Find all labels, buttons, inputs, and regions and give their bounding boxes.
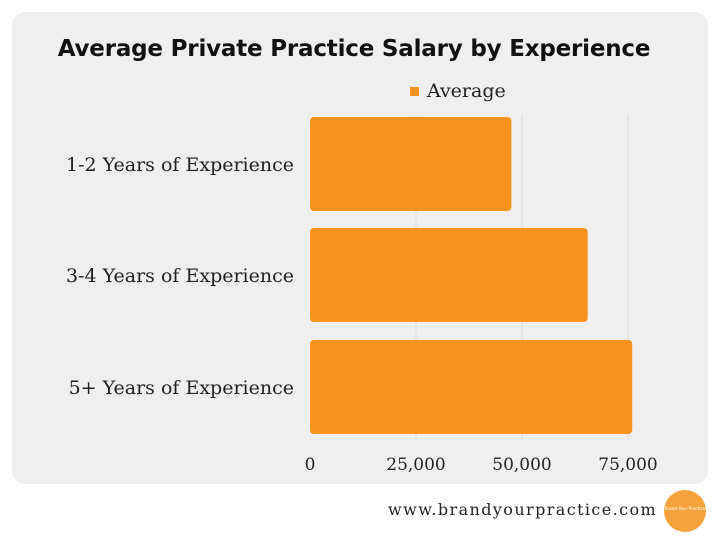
x-tick-label: 50,000 (492, 455, 551, 475)
brand-logo-text: Brand Your Practice (665, 506, 706, 511)
legend-swatch (410, 86, 419, 96)
x-tick-label: 0 (305, 455, 316, 475)
category-label: 5+ Years of Experience (69, 377, 294, 399)
category-label: 1-2 Years of Experience (66, 154, 294, 176)
category-label: 3-4 Years of Experience (66, 265, 294, 287)
brand-logo: Brand Your Practice (664, 490, 706, 532)
x-tick-label: 75,000 (598, 455, 657, 475)
bar-3 (310, 340, 633, 434)
chart-title: Average Private Practice Salary by Exper… (57, 36, 651, 62)
chart-legend: Average (410, 80, 506, 102)
chart-bars (310, 117, 633, 434)
x-tick-labels: 0 25,000 50,000 75,000 (305, 455, 658, 475)
x-tick-label: 25,000 (386, 455, 445, 475)
legend-label: Average (427, 80, 506, 102)
category-labels: 1-2 Years of Experience 3-4 Years of Expe… (66, 154, 294, 399)
footer-url: www.brandyourpractice.com (388, 500, 658, 519)
bar-2 (310, 228, 588, 322)
bar-1 (310, 117, 512, 211)
